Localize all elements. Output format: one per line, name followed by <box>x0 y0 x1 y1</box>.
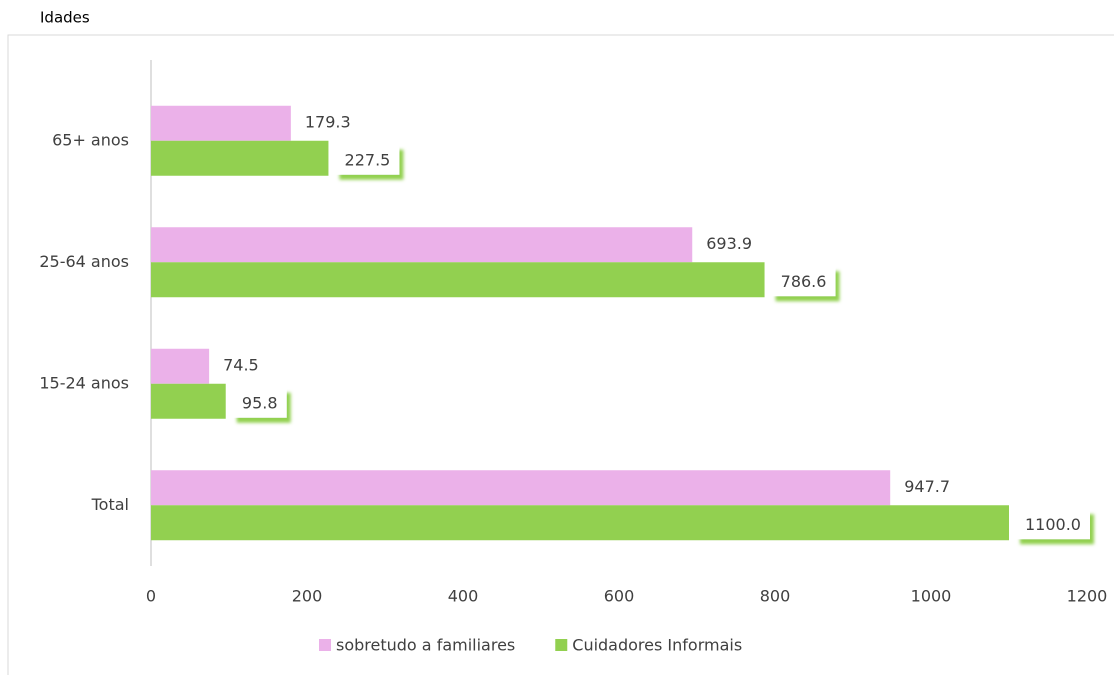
value-label: 947.7 <box>904 477 950 496</box>
legend-label: Cuidadores Informais <box>572 636 742 655</box>
legend-swatch <box>319 639 331 651</box>
bar <box>151 105 291 141</box>
value-label: 786.6 <box>781 272 827 291</box>
x-tick-label: 600 <box>604 587 635 606</box>
value-label-box <box>335 144 400 175</box>
legend-label: sobretudo a familiares <box>336 636 515 655</box>
x-tick-label: 0 <box>146 587 156 606</box>
value-label: 227.5 <box>345 150 391 169</box>
x-tick-label: 1200 <box>1067 587 1108 606</box>
bar <box>151 262 765 298</box>
y-tick-label: 65+ anos <box>52 130 129 149</box>
chart-title: Idades <box>40 9 90 27</box>
bar <box>151 383 226 419</box>
x-tick-label: 200 <box>292 587 323 606</box>
bar <box>151 348 210 384</box>
value-label: 179.3 <box>305 112 351 131</box>
x-tick-label: 1000 <box>911 587 952 606</box>
value-label: 1100.0 <box>1025 515 1081 534</box>
y-tick-label: Total <box>91 495 129 514</box>
value-label-box <box>232 387 287 418</box>
x-tick-label: 800 <box>760 587 791 606</box>
y-tick-label: 15-24 anos <box>39 373 129 392</box>
bar <box>151 227 693 263</box>
value-label: 74.5 <box>223 355 259 374</box>
value-label: 693.9 <box>706 234 752 253</box>
value-label: 95.8 <box>242 393 278 412</box>
bar <box>151 505 1009 541</box>
legend-swatch <box>555 639 568 651</box>
x-tick-label: 400 <box>448 587 479 606</box>
value-label-box <box>771 266 836 297</box>
bar <box>151 470 891 506</box>
y-tick-label: 25-64 anos <box>39 252 129 271</box>
bar <box>151 140 329 176</box>
value-label-box <box>1016 509 1090 540</box>
